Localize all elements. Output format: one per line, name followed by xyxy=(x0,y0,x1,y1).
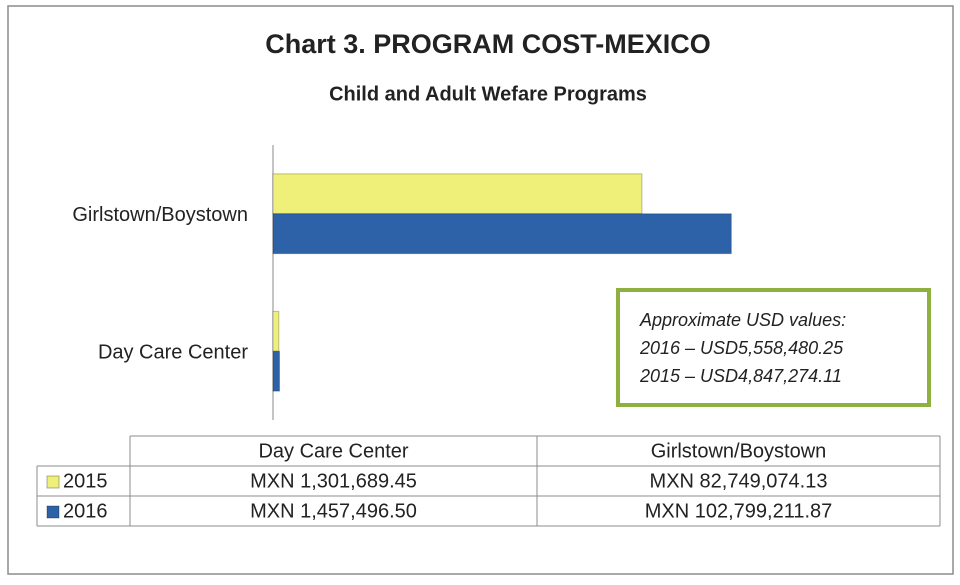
bar xyxy=(272,173,643,215)
table-column-header: Day Care Center xyxy=(258,440,408,462)
bar xyxy=(272,350,280,392)
table-column-header: Girlstown/Boystown xyxy=(651,440,827,462)
legend-label: 2016 xyxy=(63,500,108,522)
category-label: Girlstown/Boystown xyxy=(72,204,248,226)
bar xyxy=(272,310,280,352)
legend-swatch xyxy=(46,505,60,519)
chart-subtitle: Child and Adult Wefare Programs xyxy=(329,83,647,105)
bar xyxy=(272,213,732,255)
annotation-text: 2016 – USD5,558,480.25 xyxy=(639,338,844,358)
table-cell: MXN 1,301,689.45 xyxy=(250,470,417,492)
table-cell: MXN 1,457,496.50 xyxy=(250,500,417,522)
legend-swatch xyxy=(46,475,60,489)
annotation-box xyxy=(616,288,931,407)
annotation-text: 2015 – USD4,847,274.11 xyxy=(639,366,842,386)
table-cell: MXN 82,749,074.13 xyxy=(650,470,828,492)
table-cell: MXN 102,799,211.87 xyxy=(645,500,833,522)
chart-title: Chart 3. PROGRAM COST-MEXICO xyxy=(265,29,711,59)
annotation-text: Approximate USD values: xyxy=(639,310,846,330)
category-label: Day Care Center xyxy=(98,342,248,364)
legend-label: 2015 xyxy=(63,470,108,492)
